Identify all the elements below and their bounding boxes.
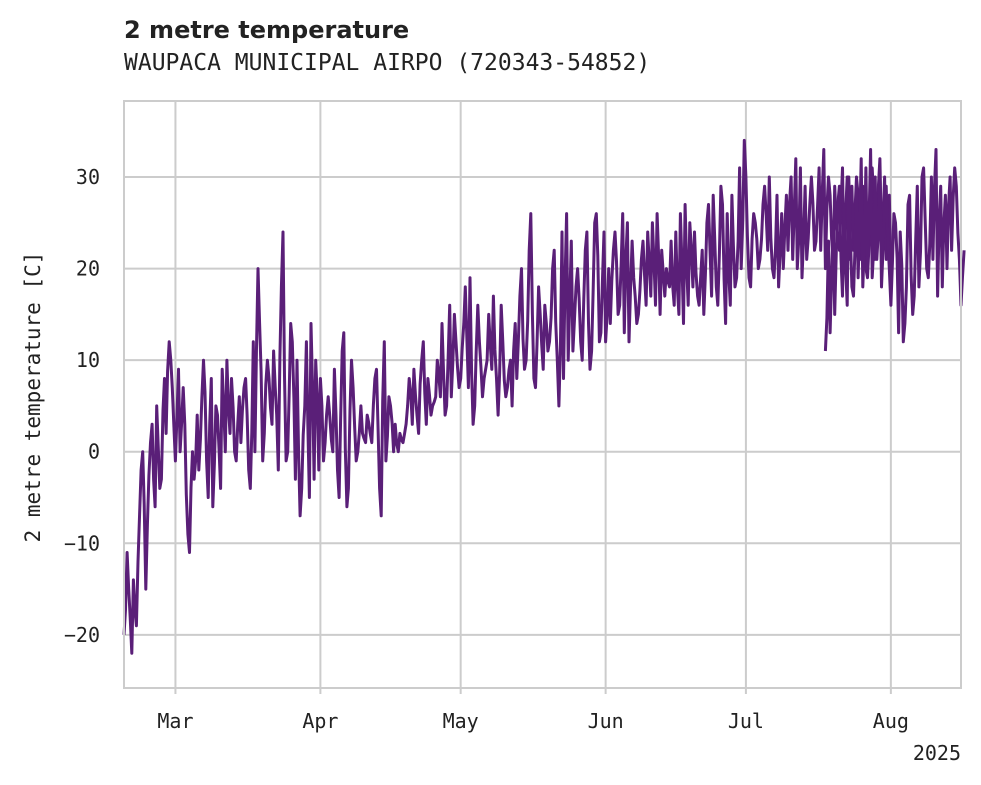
y-tick-label: 30	[76, 165, 100, 189]
y-tick-label: 10	[76, 348, 100, 372]
plot-frame	[123, 100, 962, 689]
temperature-series-line	[823, 148, 966, 352]
y-tick-label: 20	[76, 257, 100, 281]
x-tick-label: May	[443, 709, 479, 733]
y-tick-label: −10	[64, 531, 100, 555]
x-tick-label: Jul	[728, 709, 764, 733]
x-tick-label: Mar	[157, 709, 193, 733]
chart-subtitle: WAUPACA MUNICIPAL AIRPO (720343-54852)	[124, 50, 651, 76]
x-tick-label: Jun	[588, 709, 624, 733]
y-tick-label: −20	[64, 623, 100, 647]
x-tick-label: Apr	[302, 709, 338, 733]
x-tick-label: Aug	[873, 709, 909, 733]
x-axis-year-label: 2025	[913, 741, 961, 765]
chart-title: 2 metre temperature	[124, 16, 410, 44]
temperature-series-line	[122, 138, 893, 655]
y-axis-label: 2 metre temperature [C]	[21, 252, 45, 543]
y-tick-label: 0	[88, 440, 100, 464]
